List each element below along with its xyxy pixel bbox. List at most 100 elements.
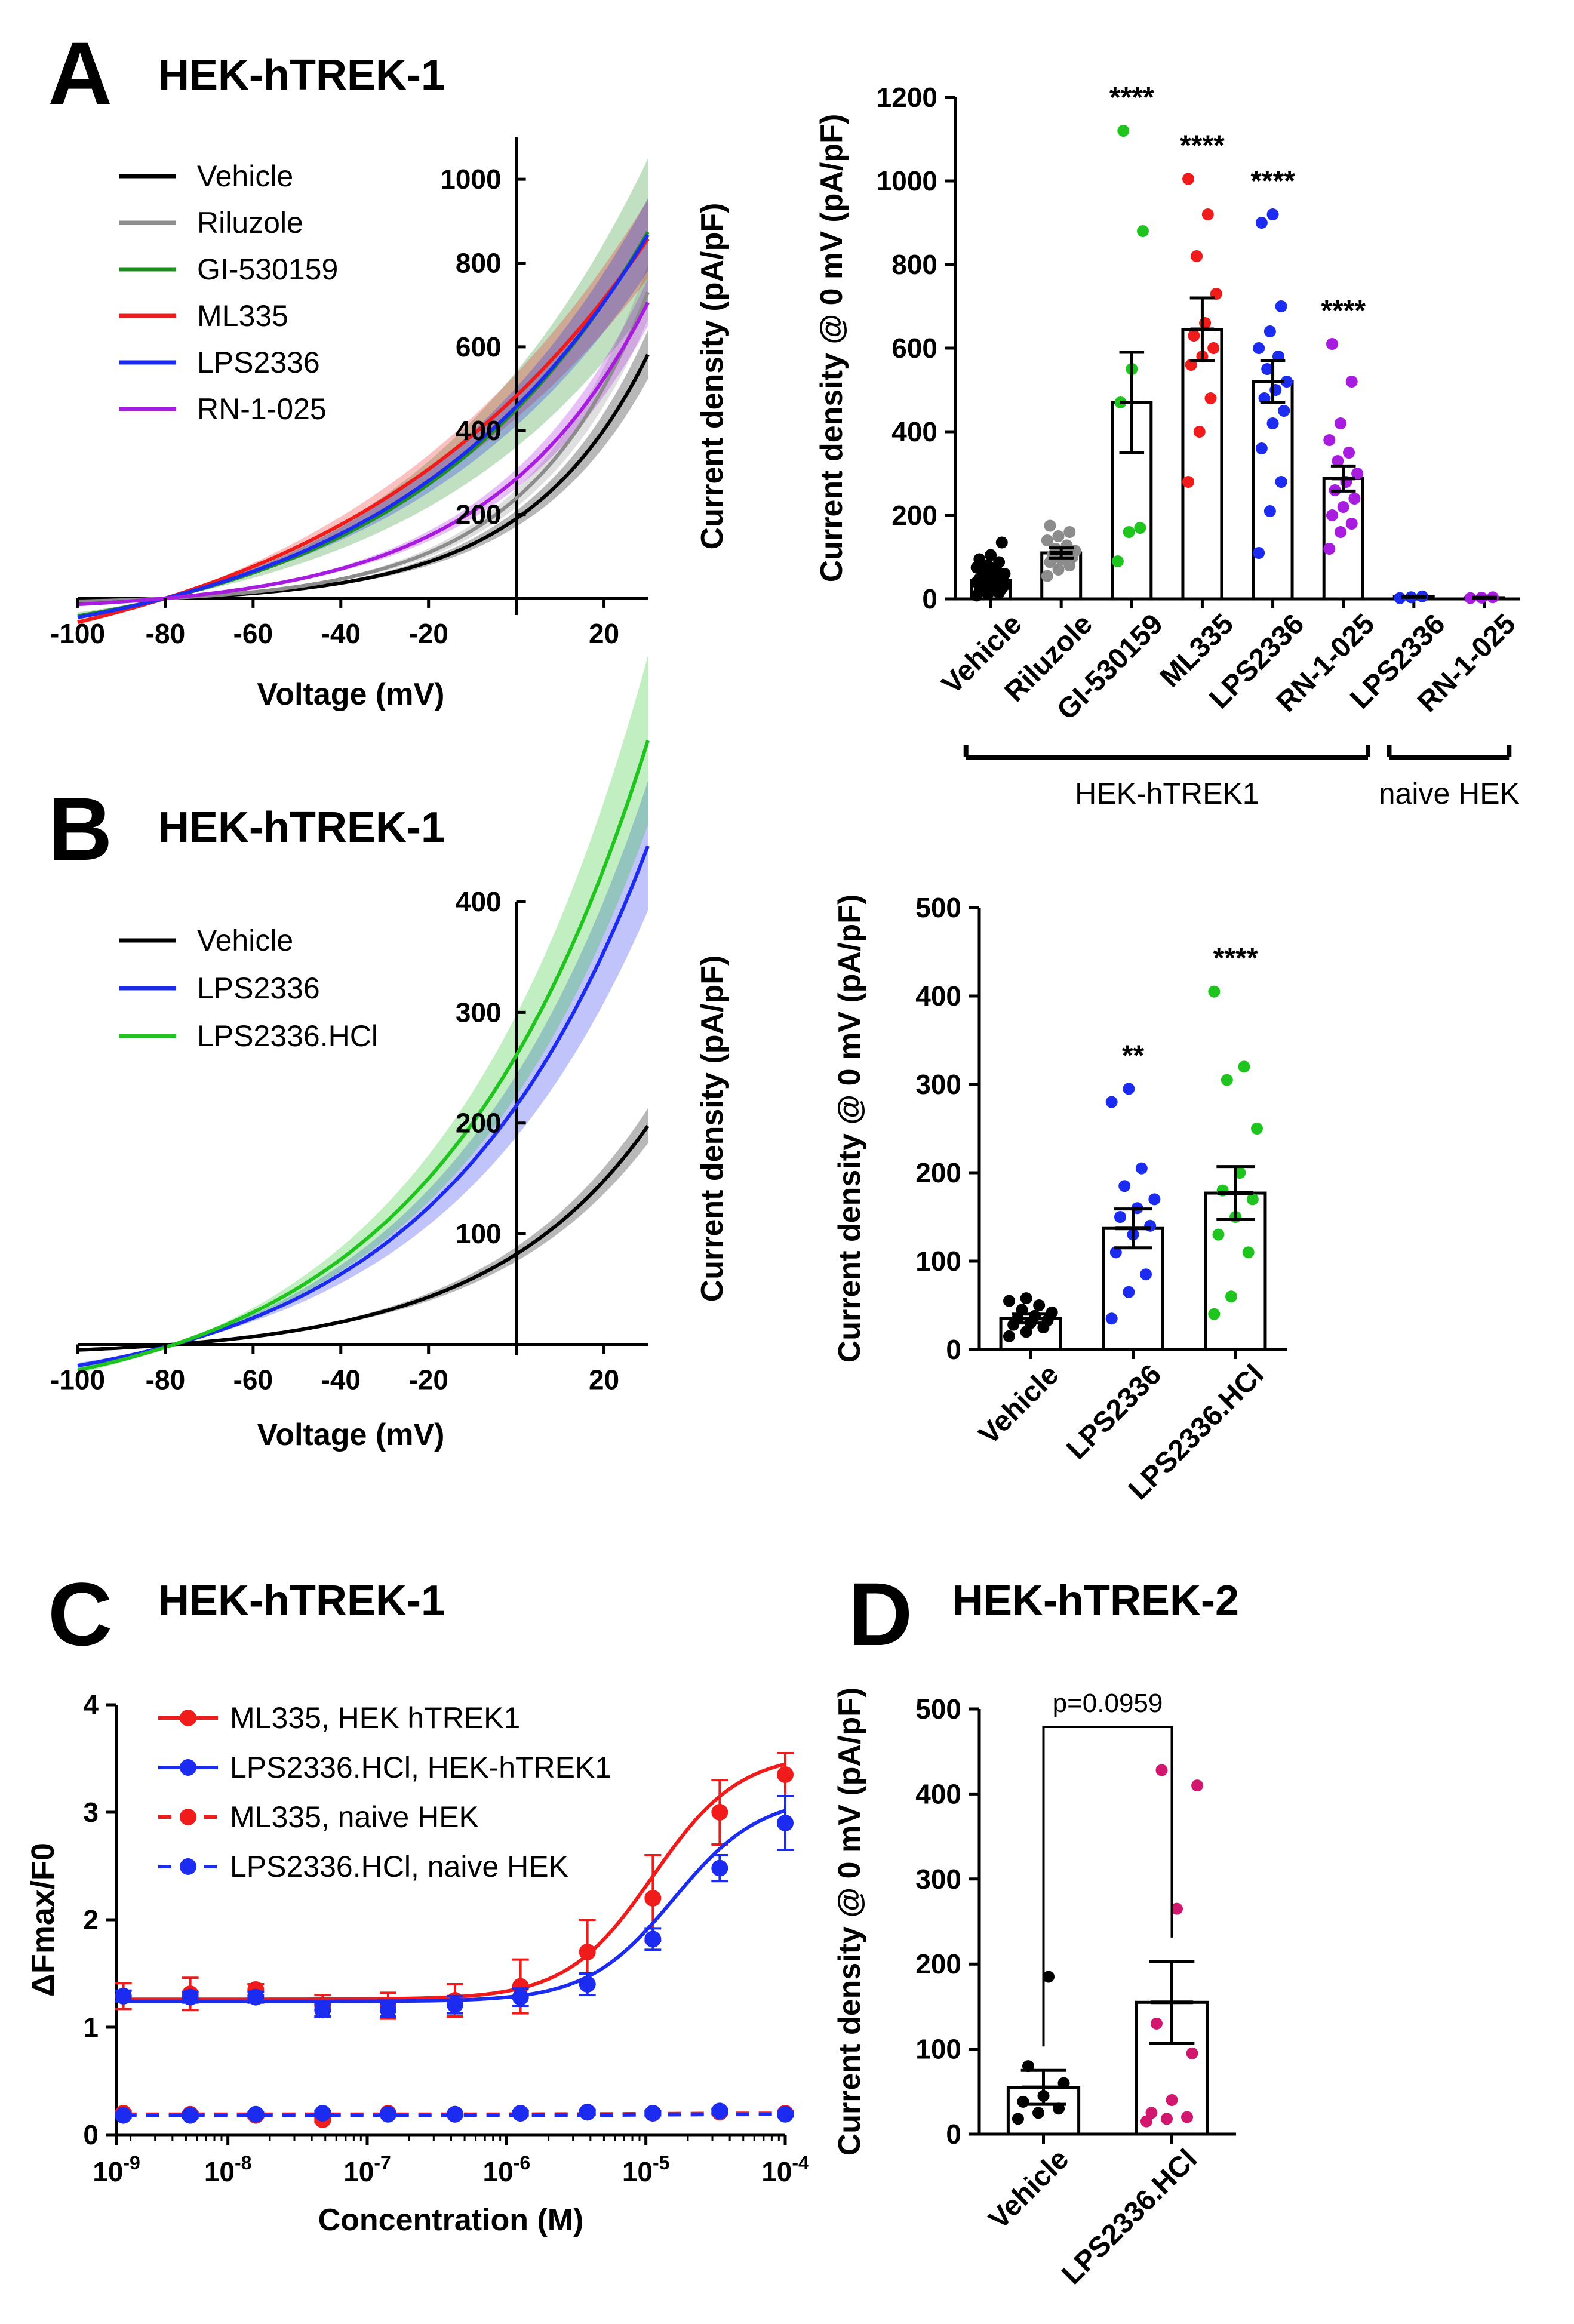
a-bar-point-ml335 xyxy=(1204,392,1217,404)
a-iv-x-axis-title: Voltage (mV) xyxy=(257,677,445,712)
b-bar-point-lps2336-hcl xyxy=(1251,1123,1263,1135)
b-iv-y-axis-title: Current density (pA/pF) xyxy=(695,955,730,1302)
a-bar-point-rn-1-025 xyxy=(1326,509,1338,521)
c-dose-point-lps2336-hcl-naive-hek xyxy=(711,2102,728,2120)
a-iv-y-tick-label: 1000 xyxy=(440,164,501,195)
c-dose-point-lps2336-hcl-hek-htrek1 xyxy=(314,2002,331,2019)
c-dose-point-ml335-hek-htrek1 xyxy=(644,1890,662,1907)
a-iv-legend-label-gi-530159: GI-530159 xyxy=(197,253,338,286)
c-dose-point-lps2336-hcl-hek-htrek1 xyxy=(380,2002,396,2019)
c-dose-y-tick-label: 2 xyxy=(83,1904,99,1935)
a-bar-point-ml335 xyxy=(1193,426,1206,438)
b-iv-legend-label-lps2336: LPS2336 xyxy=(197,972,320,1005)
panel-letter-d: D xyxy=(848,1564,912,1664)
b-bar-point-lps2336-hcl xyxy=(1212,1228,1225,1241)
a-iv-x-tick-label: -20 xyxy=(408,618,448,649)
a-iv-x-tick-label: -60 xyxy=(233,618,273,649)
a-bar-point-lps2336 xyxy=(1263,325,1276,337)
c-dose-y-tick-label: 0 xyxy=(83,2119,99,2150)
d-bar-category-label: Vehicle xyxy=(983,2143,1075,2235)
a-iv-x-tick-label: -100 xyxy=(50,618,105,649)
a-bar-point-rn-1-025 xyxy=(1351,468,1364,479)
d-bar-point-vehicle xyxy=(1032,2107,1044,2119)
b-bar-category-label: Vehicle xyxy=(973,1358,1065,1450)
b-bar-y-tick-label: 100 xyxy=(915,1246,961,1277)
c-dose-x-tick-label: 10-7 xyxy=(343,2152,391,2187)
a-bar-point-ml335 xyxy=(1201,208,1214,220)
d-bar-point-lps2336-hcl xyxy=(1191,1779,1204,1792)
d-bar-y-tick-label: 200 xyxy=(915,1948,961,1979)
b-bar-y-tick-label: 500 xyxy=(915,892,961,923)
panel-title-a: HEK-hTREK-1 xyxy=(158,51,445,99)
a-bar-y-tick-label: 800 xyxy=(891,249,937,280)
a-bar-significance-label: **** xyxy=(1109,82,1154,113)
d-bar-y-tick-label: 0 xyxy=(946,2119,961,2150)
d-bar-point-lps2336-hcl xyxy=(1160,2113,1173,2125)
a-iv-line-rn-1-025 xyxy=(77,302,650,607)
b-bar-significance-label: ** xyxy=(1122,1040,1145,1071)
a-iv-y-tick-label: 400 xyxy=(456,415,502,446)
c-dose-point-ml335-hek-htrek1 xyxy=(711,1804,728,1821)
b-bar-point-lps2336-hcl xyxy=(1225,1290,1237,1303)
b-bar-y-tick-label: 0 xyxy=(946,1334,961,1365)
chart-a-bar-current-density: 0 200 400 600 800 1000 1200 Current density @ 0… xyxy=(814,82,1522,810)
d-bar-y-tick-label: 100 xyxy=(915,2034,961,2065)
a-bar-significance-label: **** xyxy=(1180,130,1225,162)
d-bar-category-label: LPS2336.HCl xyxy=(1056,2143,1203,2291)
panel-title-d: HEK-hTREK-2 xyxy=(952,1577,1239,1625)
c-dose-point-ml335-hek-htrek1 xyxy=(777,1766,794,1783)
b-bar-point-vehicle xyxy=(1003,1330,1015,1342)
c-dose-fit-lps2336-hcl-naive-hek xyxy=(123,2113,785,2117)
c-dose-y-tick-label: 1 xyxy=(83,2012,99,2043)
b-bar-point-lps2336-hcl xyxy=(1208,1308,1221,1320)
a-iv-y-axis-title: Current density (pA/pF) xyxy=(695,203,730,550)
c-dose-point-ml335-hek-htrek1 xyxy=(579,1944,596,1960)
d-bar-comparison-bracket xyxy=(1042,1726,1173,2047)
c-dose-y-tick-label: 4 xyxy=(83,1689,99,1720)
a-bar-y-axis-title: Current density @ 0 mV (pA/pF) xyxy=(814,114,849,583)
chart-b-bar-current-density: 0 100 200 300 400 500 Current density @ 0 mV (… xyxy=(832,892,1287,1506)
a-bar-y-tick-label: 200 xyxy=(891,500,937,531)
c-dose-point-lps2336-hcl-naive-hek xyxy=(512,2105,529,2122)
c-dose-legend-label: ML335, HEK hTREK1 xyxy=(230,1701,520,1735)
b-bar-point-lps2336-hcl xyxy=(1246,1193,1259,1206)
d-bar-point-lps2336-hcl xyxy=(1166,2094,1178,2107)
c-dose-y-tick-label: 3 xyxy=(83,1797,99,1828)
a-iv-x-tick-label: -80 xyxy=(146,618,185,649)
a-bar-point-rn-1-025 xyxy=(1335,417,1347,429)
a-iv-x-tick-label: -40 xyxy=(321,618,361,649)
a-bar-y-tick-label: 0 xyxy=(922,583,937,614)
a-iv-band-gi-530159 xyxy=(78,158,648,620)
panel-letter-a: A xyxy=(48,23,112,124)
c-dose-point-lps2336-hcl-hek-htrek1 xyxy=(644,1930,662,1948)
a-bar-point-rn-1-025 xyxy=(1464,592,1477,604)
c-dose-x-tick-label: 10-8 xyxy=(204,2152,252,2187)
a-bar-group-label: HEK-hTREK1 xyxy=(1075,777,1259,810)
a-bar-point-rn-1-025 xyxy=(1323,434,1336,446)
a-bar-point-rn-1-025 xyxy=(1332,455,1344,467)
a-iv-band-lps2336 xyxy=(78,198,648,620)
panel-title-c: HEK-hTREK-1 xyxy=(158,1577,445,1625)
c-dose-point-lps2336-hcl-hek-htrek1 xyxy=(115,1987,132,2005)
a-bar-point-lps2336 xyxy=(1280,376,1293,388)
b-bar-point-lps2336 xyxy=(1140,1268,1152,1281)
c-dose-y-axis-title: ΔFmax/F0 xyxy=(25,1843,61,1997)
b-bar-significance-label: **** xyxy=(1213,943,1258,975)
a-bar-point-lps2336 xyxy=(1266,417,1279,429)
b-iv-y-tick-label: 300 xyxy=(456,997,502,1028)
c-dose-point-lps2336-hcl-naive-hek xyxy=(247,2105,265,2123)
c-dose-point-lps2336-hcl-hek-htrek1 xyxy=(247,1988,265,2006)
d-bar-p-value-label: p=0.0959 xyxy=(1053,1689,1163,1718)
a-bar-y-tick-label: 1200 xyxy=(877,82,937,113)
c-dose-point-lps2336-hcl-naive-hek xyxy=(380,2105,396,2123)
c-dose-point-lps2336-hcl-naive-hek xyxy=(579,2104,596,2121)
a-bar-point-vehicle xyxy=(995,536,1008,549)
c-dose-point-lps2336-hcl-hek-htrek1 xyxy=(182,1988,199,2006)
chart-c-dose-response: 0 1 2 3 4 10-9 10-8 10-7 10-6 10-5 10-4 Concentrati… xyxy=(25,1689,809,2237)
a-iv-legend-label-ml335: ML335 xyxy=(197,299,288,333)
a-iv-x-tick-label: 20 xyxy=(589,618,619,649)
a-bar-y-tick-label: 1000 xyxy=(877,165,937,196)
a-bar-point-lps2336 xyxy=(1266,208,1279,220)
b-bar-point-lps2336 xyxy=(1123,1286,1135,1298)
